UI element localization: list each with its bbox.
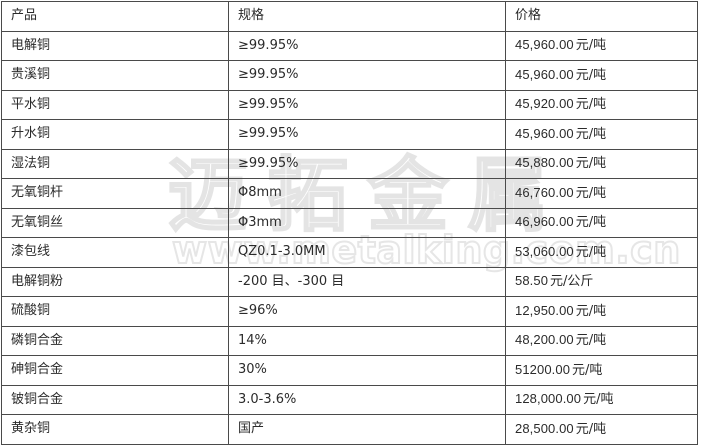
price-value: 48,200.00 (515, 332, 574, 348)
price-value: 12,950.00 (515, 302, 574, 318)
price-value: 51200.00 (515, 361, 571, 377)
cell-spec: ≥99.95% (228, 89, 506, 120)
price-unit: 元/吨 (575, 126, 607, 142)
table-row: 湿法铜 ≥99.95% 45,880.00 元/吨 (1, 148, 698, 179)
table-row: 平水铜 ≥99.95% 45,920.00 元/吨 (1, 89, 698, 120)
cell-product: 硫酸铜 (1, 296, 229, 327)
price-table-page: 迈 拓 金 属 www.metalking.com.cn 产品 规格 价格 电解… (1, 1, 698, 445)
table-row: 硫酸铜 ≥96% 12,950.00 元/吨 (1, 296, 698, 327)
cell-spec: 14% (228, 325, 506, 356)
price-value: 28,500.00 (515, 420, 574, 436)
price-unit: 元/吨 (575, 67, 607, 83)
price-value: 45,920.00 (515, 96, 574, 112)
cell-product: 贵溪铜 (1, 60, 229, 91)
price-unit: 元/吨 (575, 38, 607, 54)
cell-product: 铍铜合金 (1, 384, 229, 415)
cell-price: 48,200.00 元/吨 (505, 325, 698, 356)
price-value: 128,000.00 (515, 391, 582, 407)
price-value: 45,960.00 (515, 37, 574, 53)
table-header-row: 产品 规格 价格 (1, 1, 698, 32)
price-unit: 元/吨 (575, 215, 607, 231)
price-unit: 元/吨 (575, 97, 607, 113)
price-unit: 元/吨 (572, 362, 603, 378)
cell-product: 黄杂铜 (1, 414, 229, 445)
table-row: 升水铜 ≥99.95% 45,960.00 元/吨 (1, 119, 698, 150)
price-unit: 元/吨 (583, 392, 614, 408)
copper-price-table: 产品 规格 价格 电解铜 ≥99.95% 45,960.00 元/吨 贵溪铜 ≥99.95… (1, 1, 698, 445)
table-row: 无氧铜丝 Φ3mm 46,960.00 元/吨 (1, 207, 698, 238)
cell-price: 12,950.00 元/吨 (505, 296, 698, 327)
cell-product: 电解铜粉 (1, 266, 229, 297)
price-value: 45,960.00 (515, 125, 574, 141)
cell-spec: ≥99.95% (228, 60, 506, 91)
price-value: 45,960.00 (515, 66, 574, 82)
price-unit: 元/公斤 (550, 274, 594, 290)
cell-product: 升水铜 (1, 119, 229, 150)
cell-price: 53,060.00 元/吨 (505, 237, 698, 268)
cell-price: 46,960.00 元/吨 (505, 207, 698, 238)
cell-price: 58.50 元/公斤 (505, 266, 698, 297)
cell-spec: 3.0-3.6% (228, 384, 506, 415)
cell-price: 51200.00 元/吨 (505, 355, 698, 386)
table-row: 电解铜粉 -200 目、-300 目 58.50 元/公斤 (1, 266, 698, 297)
cell-spec: ≥99.95% (228, 119, 506, 150)
price-value: 58.50 (515, 273, 549, 289)
cell-price: 128,000.00 元/吨 (505, 384, 698, 415)
cell-spec: ≥96% (228, 296, 506, 327)
table-header: 产品 规格 价格 (1, 1, 698, 32)
cell-price: 45,960.00 元/吨 (505, 30, 698, 61)
table-row: 黄杂铜 国产 28,500.00 元/吨 (1, 414, 698, 445)
price-value: 53,060.00 (515, 243, 574, 259)
table-row: 漆包线 QZ0.1-3.0MM 53,060.00 元/吨 (1, 237, 698, 268)
cell-price: 45,960.00 元/吨 (505, 60, 698, 91)
cell-product: 无氧铜丝 (1, 207, 229, 238)
price-unit: 元/吨 (575, 156, 607, 172)
cell-spec: Φ8mm (228, 178, 506, 209)
cell-product: 磷铜合金 (1, 325, 229, 356)
price-value: 46,760.00 (515, 184, 574, 200)
price-unit: 元/吨 (575, 333, 607, 349)
cell-spec: 国产 (228, 414, 506, 445)
cell-product: 湿法铜 (1, 148, 229, 179)
price-value: 46,960.00 (515, 214, 574, 230)
price-value: 45,880.00 (515, 155, 574, 171)
cell-product: 漆包线 (1, 237, 229, 268)
column-header-spec: 规格 (228, 1, 506, 32)
cell-product: 平水铜 (1, 89, 229, 120)
cell-price: 28,500.00 元/吨 (505, 414, 698, 445)
table-row: 磷铜合金 14% 48,200.00 元/吨 (1, 325, 698, 356)
cell-price: 45,920.00 元/吨 (505, 89, 698, 120)
cell-spec: -200 目、-300 目 (228, 266, 506, 297)
table-row: 铍铜合金 3.0-3.6% 128,000.00 元/吨 (1, 384, 698, 415)
table-body: 电解铜 ≥99.95% 45,960.00 元/吨 贵溪铜 ≥99.95% 45,960.0… (1, 30, 698, 445)
table-row: 贵溪铜 ≥99.95% 45,960.00 元/吨 (1, 60, 698, 91)
price-unit: 元/吨 (575, 244, 607, 260)
table-row: 无氧铜杆 Φ8mm 46,760.00 元/吨 (1, 178, 698, 209)
cell-spec: ≥99.95% (228, 30, 506, 61)
cell-price: 45,880.00 元/吨 (505, 148, 698, 179)
cell-spec: Φ3mm (228, 207, 506, 238)
cell-product: 砷铜合金 (1, 355, 229, 386)
table-row: 电解铜 ≥99.95% 45,960.00 元/吨 (1, 30, 698, 61)
cell-product: 电解铜 (1, 30, 229, 61)
cell-price: 45,960.00 元/吨 (505, 119, 698, 150)
cell-product: 无氧铜杆 (1, 178, 229, 209)
table-container: 产品 规格 价格 电解铜 ≥99.95% 45,960.00 元/吨 贵溪铜 ≥99.95… (1, 1, 698, 445)
cell-spec: ≥99.95% (228, 148, 506, 179)
table-row: 砷铜合金 30% 51200.00 元/吨 (1, 355, 698, 386)
cell-spec: 30% (228, 355, 506, 386)
price-unit: 元/吨 (575, 185, 607, 201)
price-unit: 元/吨 (575, 421, 607, 437)
price-unit: 元/吨 (575, 303, 607, 319)
column-header-product: 产品 (1, 1, 229, 32)
cell-price: 46,760.00 元/吨 (505, 178, 698, 209)
cell-spec: QZ0.1-3.0MM (228, 237, 506, 268)
column-header-price: 价格 (505, 1, 698, 32)
